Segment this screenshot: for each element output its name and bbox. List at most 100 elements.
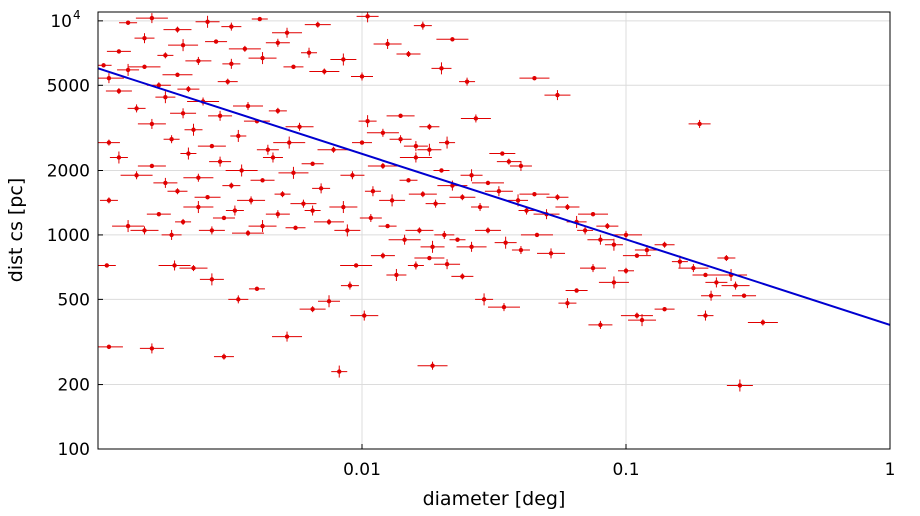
data-point	[436, 37, 469, 42]
data-point	[329, 201, 358, 214]
data-point	[396, 51, 421, 58]
data-point	[604, 238, 623, 251]
point-marker	[439, 66, 444, 71]
point-marker	[242, 46, 248, 52]
data-point	[98, 344, 123, 350]
data-point	[350, 310, 379, 321]
data-point	[414, 255, 445, 261]
point-marker	[737, 383, 743, 388]
data-point	[697, 310, 714, 321]
point-marker	[270, 155, 276, 160]
point-marker	[623, 232, 629, 238]
point-marker	[310, 161, 315, 166]
data-point	[209, 156, 232, 167]
y-tick-label: 100	[58, 440, 90, 460]
point-marker	[229, 183, 234, 188]
point-marker	[156, 83, 162, 88]
data-point	[205, 39, 228, 44]
point-marker	[142, 64, 147, 70]
point-marker	[106, 75, 112, 81]
data-point	[351, 72, 373, 81]
data-point	[105, 88, 132, 95]
y-tick-label: 2000	[47, 161, 90, 181]
data-point	[434, 259, 461, 270]
data-point	[408, 191, 437, 198]
point-marker	[245, 103, 251, 109]
data-point	[518, 206, 535, 215]
data-point	[474, 227, 501, 234]
data-point	[183, 201, 214, 214]
point-marker	[175, 72, 180, 77]
data-point	[487, 303, 520, 312]
data-point	[283, 64, 304, 70]
point-marker	[518, 163, 524, 169]
data-point	[317, 146, 350, 153]
point-marker	[275, 40, 281, 45]
point-marker	[534, 232, 540, 238]
point-marker	[724, 255, 729, 261]
data-point	[620, 312, 653, 319]
data-point	[439, 136, 456, 149]
data-point	[99, 197, 118, 204]
data-point	[256, 144, 279, 155]
point-marker	[291, 64, 296, 70]
data-point	[134, 33, 155, 44]
data-point	[180, 147, 197, 160]
point-marker	[229, 61, 234, 67]
data-point	[356, 12, 379, 23]
data-point	[519, 191, 550, 197]
point-marker	[306, 50, 312, 55]
data-point	[98, 263, 116, 268]
data-point	[112, 220, 145, 233]
point-marker	[275, 108, 281, 114]
data-point	[273, 136, 306, 149]
point-marker	[284, 334, 290, 339]
point-marker	[365, 14, 370, 19]
data-point	[179, 265, 208, 272]
point-marker	[229, 24, 234, 29]
data-point	[366, 128, 399, 137]
point-marker	[245, 230, 251, 236]
axis-ticks: 0.01 0.1 1 100 200 500 1000 2000 5000 10 4	[47, 8, 896, 480]
point-marker	[444, 140, 450, 145]
data-point	[419, 123, 440, 130]
data-point	[352, 140, 372, 145]
point-marker	[232, 208, 238, 213]
data-point	[250, 178, 275, 183]
data-point	[265, 38, 290, 47]
point-marker	[450, 37, 455, 42]
data-point	[184, 123, 203, 136]
point-marker	[291, 170, 296, 176]
point-marker	[565, 204, 570, 210]
point-marker	[163, 53, 168, 58]
point-marker	[359, 74, 365, 79]
point-marker	[634, 253, 640, 258]
point-marker	[733, 283, 738, 288]
data-point	[417, 143, 442, 156]
point-marker	[532, 75, 537, 81]
data-point	[290, 199, 317, 208]
point-marker	[524, 208, 529, 213]
data-point	[98, 73, 124, 84]
data-point	[334, 224, 361, 237]
data-point	[587, 234, 614, 245]
point-marker	[149, 15, 155, 21]
point-marker	[169, 232, 174, 238]
point-marker	[442, 232, 447, 238]
data-point	[199, 273, 224, 286]
y-tick-label: 5000	[47, 76, 90, 96]
point-marker	[163, 94, 168, 100]
data-point	[128, 64, 161, 70]
data-point	[163, 26, 192, 33]
point-marker	[134, 173, 139, 178]
point-marker	[239, 168, 244, 173]
point-marker	[515, 198, 521, 203]
data-point	[460, 114, 491, 123]
data-point	[98, 139, 120, 146]
data-point	[433, 168, 450, 173]
point-marker	[485, 228, 491, 233]
data-point	[304, 21, 331, 28]
data-point	[262, 152, 283, 163]
data-point	[688, 119, 711, 128]
